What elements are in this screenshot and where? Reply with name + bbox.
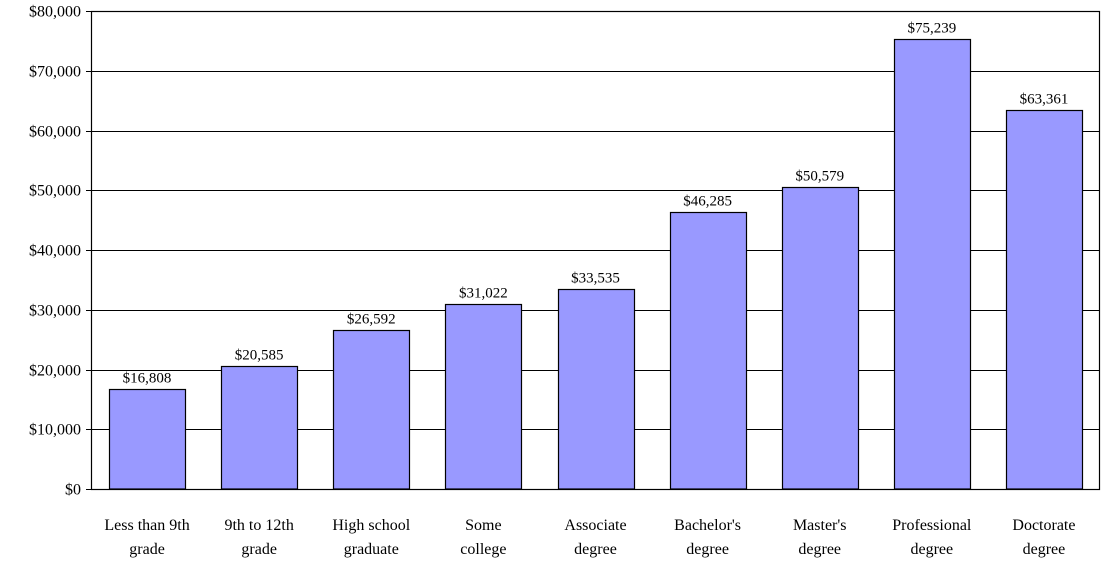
y-tick-label: $20,000 (29, 363, 81, 380)
bar (332, 329, 411, 490)
x-tick-label: college (460, 541, 506, 558)
x-tick-label: graduate (344, 541, 399, 558)
x-tick-label: Bachelor's (674, 517, 741, 534)
x-tick-label: grade (241, 541, 277, 558)
x-axis-categories: Less than 9th grade 9th to 12th grade High s… (104, 517, 1075, 558)
x-tick-label: Professional (892, 517, 972, 534)
y-axis-ticks: $0 $10,000 $20,000 $30,000 $40,000 $50,000 $60… (29, 4, 91, 499)
x-tick-label: degree (1023, 541, 1066, 558)
bar (444, 303, 523, 490)
y-tick-label: $10,000 (29, 422, 81, 439)
data-label: $26,592 (347, 312, 396, 328)
x-tick-label: grade (129, 541, 165, 558)
data-label: $16,808 (123, 371, 172, 387)
x-tick-label: degree (911, 541, 954, 558)
bars (108, 38, 1084, 490)
bar (108, 388, 187, 490)
x-tick-label: Master's (793, 517, 847, 534)
y-tick-label: $50,000 (29, 183, 81, 200)
y-tick-label: $60,000 (29, 124, 81, 141)
data-label: $46,285 (683, 194, 732, 210)
data-label: $75,239 (907, 21, 956, 37)
bar (220, 365, 299, 490)
data-label: $33,535 (571, 271, 620, 287)
bar (893, 38, 972, 490)
y-tick-label: $40,000 (29, 243, 81, 260)
x-tick-label: High school (332, 517, 410, 534)
plot-frame (90, 10, 1101, 491)
data-label: $63,361 (1020, 92, 1069, 108)
y-tick-label: $30,000 (29, 303, 81, 320)
plot-border (90, 10, 1101, 491)
x-tick-label: degree (574, 541, 617, 558)
bar (1005, 109, 1084, 490)
x-tick-label: Less than 9th (104, 517, 189, 534)
data-labels: $16,808 $20,585 $26,592 $31,022 $33,535 $46,2… (123, 21, 1069, 387)
bar (669, 211, 748, 490)
data-label: $20,585 (235, 348, 284, 364)
x-tick-label: degree (686, 541, 729, 558)
y-tick-label: $80,000 (29, 4, 81, 21)
y-tick-label: $70,000 (29, 64, 81, 81)
x-tick-label: Some (465, 517, 501, 534)
x-tick-label: Associate (564, 517, 626, 534)
data-label: $31,022 (459, 286, 508, 302)
bar (781, 186, 860, 490)
x-tick-label: 9th to 12th (224, 517, 293, 534)
bar (557, 288, 636, 490)
y-tick-label: $0 (65, 482, 81, 499)
x-tick-label: Doctorate (1012, 517, 1075, 534)
data-label: $50,579 (795, 169, 844, 185)
x-tick-label: degree (798, 541, 841, 558)
